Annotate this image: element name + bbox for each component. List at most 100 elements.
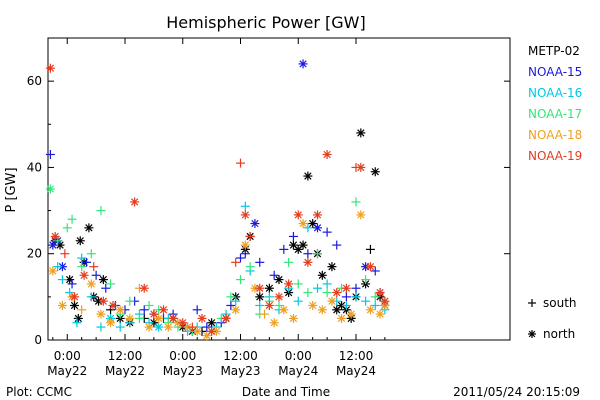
data-point-north	[303, 171, 313, 181]
star-d2	[299, 219, 307, 228]
data-point-south	[57, 275, 67, 285]
data-point-south	[365, 244, 375, 254]
data-point-south	[144, 300, 154, 310]
star-d2	[275, 275, 283, 284]
data-point-south	[245, 231, 255, 241]
star-d2	[299, 241, 307, 249]
data-point-south	[72, 318, 82, 328]
star-d2	[313, 211, 322, 219]
x-tick-date-label: May24	[336, 364, 376, 378]
data-point-north	[337, 313, 347, 323]
data-point-north	[50, 231, 60, 241]
data-point-north	[346, 309, 356, 319]
star-d2	[97, 310, 105, 318]
data-point-south	[351, 283, 361, 293]
star-d2	[51, 232, 59, 241]
data-point-north	[284, 279, 294, 289]
data-point-south	[341, 292, 351, 302]
data-point-south	[226, 300, 236, 310]
star-d2	[333, 288, 341, 297]
data-point-north	[370, 167, 380, 177]
star-d2	[193, 327, 201, 336]
marker-legend-north: north	[543, 327, 575, 341]
data-point-north	[163, 322, 173, 332]
legend-entry-noaa-18: NOAA-18	[528, 128, 582, 142]
data-point-north	[98, 275, 108, 285]
data-point-north	[274, 275, 284, 285]
data-point-north	[288, 313, 298, 323]
data-point-north	[255, 283, 265, 293]
data-point-north	[327, 296, 337, 306]
data-point-north	[45, 63, 55, 73]
x-tick-time-label: 12:00	[108, 349, 143, 363]
x-tick-time-label: 0:00	[54, 349, 81, 363]
data-point-south	[62, 223, 72, 233]
star-d2	[313, 224, 322, 232]
data-point-south	[260, 309, 270, 319]
data-point-north	[380, 296, 390, 306]
star-d2	[381, 297, 389, 305]
data-point-south	[115, 322, 125, 332]
data-point-south	[96, 206, 106, 216]
data-point-south	[187, 322, 197, 332]
star-d2	[309, 219, 317, 228]
star-d2	[323, 150, 331, 159]
data-point-south	[269, 270, 279, 280]
data-point-south	[240, 201, 250, 211]
star-d2	[366, 306, 375, 314]
data-point-north	[313, 223, 322, 233]
marker-legend-south: south	[543, 296, 577, 310]
star-d2	[256, 284, 264, 292]
star-d2	[106, 319, 115, 327]
data-point-south	[279, 244, 289, 254]
data-point-north	[365, 305, 375, 315]
data-point-north	[159, 305, 168, 315]
star-d2	[74, 314, 82, 323]
data-point-south	[361, 296, 371, 306]
data-point-south	[86, 249, 96, 259]
data-point-north	[231, 305, 241, 315]
star-d2	[342, 284, 351, 292]
star-d2	[155, 323, 163, 331]
data-point-north	[149, 309, 159, 319]
star-d2	[289, 241, 298, 249]
x-tick-time-label: 0:00	[285, 349, 312, 363]
star-d2	[318, 306, 326, 314]
star-d2	[46, 64, 55, 72]
star-d2	[328, 262, 336, 271]
star-d2	[309, 301, 317, 310]
x-tick-date-label: May22	[105, 364, 145, 378]
star-d2	[164, 323, 172, 331]
data-point-north	[139, 283, 149, 293]
star-d2	[130, 198, 139, 206]
data-point-north	[365, 262, 375, 272]
star-d2	[241, 211, 249, 219]
y-tick-label: 40	[27, 160, 42, 174]
data-point-north	[322, 149, 332, 159]
data-point-north	[130, 197, 140, 207]
data-point-south	[322, 279, 332, 289]
data-point-north	[45, 184, 55, 194]
data-point-north	[269, 318, 279, 328]
star-d2	[366, 262, 375, 271]
data-point-north	[154, 322, 164, 332]
data-point-north	[375, 309, 385, 319]
star-d2	[80, 271, 88, 279]
star-d2	[294, 211, 302, 219]
star-d2	[65, 275, 74, 284]
data-point-north	[197, 313, 207, 323]
data-point-south	[255, 300, 265, 310]
data-point-south	[60, 249, 70, 259]
y-axis-label: P [GW]	[4, 167, 19, 212]
data-point-south	[77, 305, 87, 315]
data-point-north	[84, 223, 94, 233]
star-d2	[58, 262, 67, 271]
star-d2	[328, 297, 336, 305]
x-tick-date-label: May23	[163, 364, 203, 378]
data-point-north	[317, 305, 327, 315]
data-point-south	[370, 300, 380, 310]
star-d2	[265, 284, 274, 292]
sym-d2	[528, 330, 536, 338]
